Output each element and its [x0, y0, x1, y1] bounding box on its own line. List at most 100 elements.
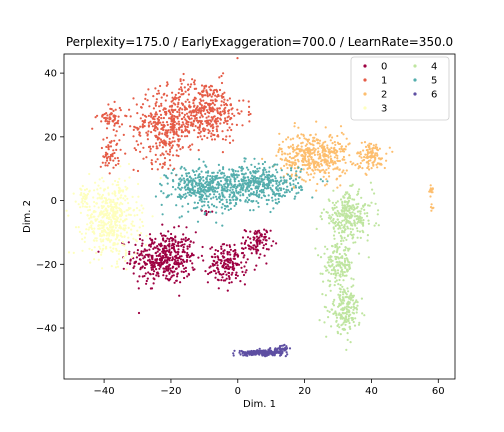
point-series-1	[225, 104, 229, 107]
point-series-5	[215, 206, 218, 209]
point-series-4	[320, 211, 323, 214]
point-series-0	[258, 242, 261, 245]
point-series-0	[182, 233, 185, 236]
point-series-2	[371, 149, 374, 152]
point-series-1	[213, 138, 216, 141]
point-series-0	[245, 261, 248, 264]
point-series-2	[333, 149, 336, 153]
point-series-0	[228, 271, 231, 275]
point-series-1	[185, 112, 189, 115]
point-series-2	[292, 137, 295, 140]
point-series-5	[247, 176, 250, 179]
point-series-3	[99, 197, 102, 200]
point-series-1	[226, 99, 229, 102]
point-series-5	[228, 198, 231, 201]
point-series-2	[328, 148, 331, 151]
point-series-4	[326, 309, 329, 312]
point-series-5	[286, 185, 289, 188]
point-series-5	[230, 183, 233, 186]
point-series-4	[319, 215, 322, 218]
point-series-5	[235, 203, 238, 206]
point-series-5	[295, 174, 298, 177]
point-series-1	[232, 139, 235, 142]
point-series-0	[144, 272, 147, 275]
legend-label-5: 5	[431, 76, 437, 87]
point-series-1	[197, 121, 200, 124]
point-series-5	[209, 211, 212, 214]
point-series-4	[349, 306, 353, 309]
point-series-4	[355, 203, 358, 206]
point-series-1	[190, 83, 193, 86]
point-series-0	[157, 275, 160, 278]
point-series-3	[102, 180, 105, 183]
point-series-4	[348, 297, 351, 300]
point-series-1	[102, 155, 105, 158]
point-series-0	[236, 274, 239, 277]
point-series-4	[343, 306, 346, 309]
point-series-5	[193, 201, 196, 204]
point-series-5	[180, 165, 183, 168]
point-series-1	[211, 138, 214, 141]
point-series-5	[231, 185, 234, 188]
point-series-1	[118, 106, 121, 110]
point-series-3	[137, 195, 140, 198]
point-series-4	[323, 321, 326, 324]
point-series-4	[338, 297, 342, 300]
point-series-4	[333, 230, 336, 233]
point-series-5	[298, 186, 301, 189]
point-series-3	[110, 223, 113, 226]
point-series-2	[352, 162, 355, 165]
point-series-3	[119, 165, 122, 168]
point-series-2	[314, 168, 317, 171]
point-series-0	[253, 232, 256, 235]
point-series-4	[324, 294, 327, 297]
point-series-4	[361, 312, 364, 315]
point-series-4	[350, 277, 353, 280]
point-series-1	[129, 125, 132, 128]
point-series-6	[267, 353, 270, 356]
plot-area	[65, 57, 435, 358]
point-series-2	[371, 156, 374, 159]
point-series-2	[332, 168, 335, 171]
point-series-5	[187, 180, 191, 183]
point-series-0	[167, 279, 170, 282]
point-series-4	[348, 267, 351, 271]
point-series-4	[353, 219, 356, 222]
point-series-4	[336, 214, 339, 218]
point-series-1	[220, 94, 223, 97]
point-series-1	[160, 140, 163, 143]
point-series-2	[368, 168, 371, 171]
point-series-4	[347, 196, 350, 199]
legend-marker-3	[363, 106, 367, 110]
point-series-5	[261, 162, 264, 166]
point-series-2	[329, 155, 332, 158]
point-series-0	[167, 230, 170, 233]
point-series-0	[189, 259, 192, 262]
point-series-3	[108, 240, 112, 243]
point-series-1	[200, 90, 204, 93]
point-series-0	[200, 254, 203, 257]
series-6-points	[232, 343, 292, 358]
point-series-1	[200, 109, 203, 113]
point-series-5	[226, 204, 229, 208]
point-series-5	[283, 179, 286, 182]
point-series-5	[243, 160, 246, 163]
point-series-1	[211, 101, 214, 105]
point-series-0	[180, 240, 184, 243]
point-series-4	[351, 198, 354, 201]
point-series-3	[83, 188, 87, 191]
point-series-1	[164, 99, 167, 102]
point-series-1	[193, 114, 197, 117]
point-series-1	[136, 128, 139, 131]
point-series-3	[105, 234, 108, 237]
point-series-5	[222, 176, 225, 179]
point-series-1	[178, 122, 181, 126]
point-series-1	[146, 133, 149, 136]
point-series-4	[325, 266, 328, 269]
point-series-1	[198, 93, 202, 96]
point-series-3	[124, 185, 127, 188]
point-series-0	[184, 236, 187, 239]
point-series-4	[338, 221, 341, 224]
point-series-5	[270, 188, 273, 191]
point-series-3	[125, 214, 128, 217]
